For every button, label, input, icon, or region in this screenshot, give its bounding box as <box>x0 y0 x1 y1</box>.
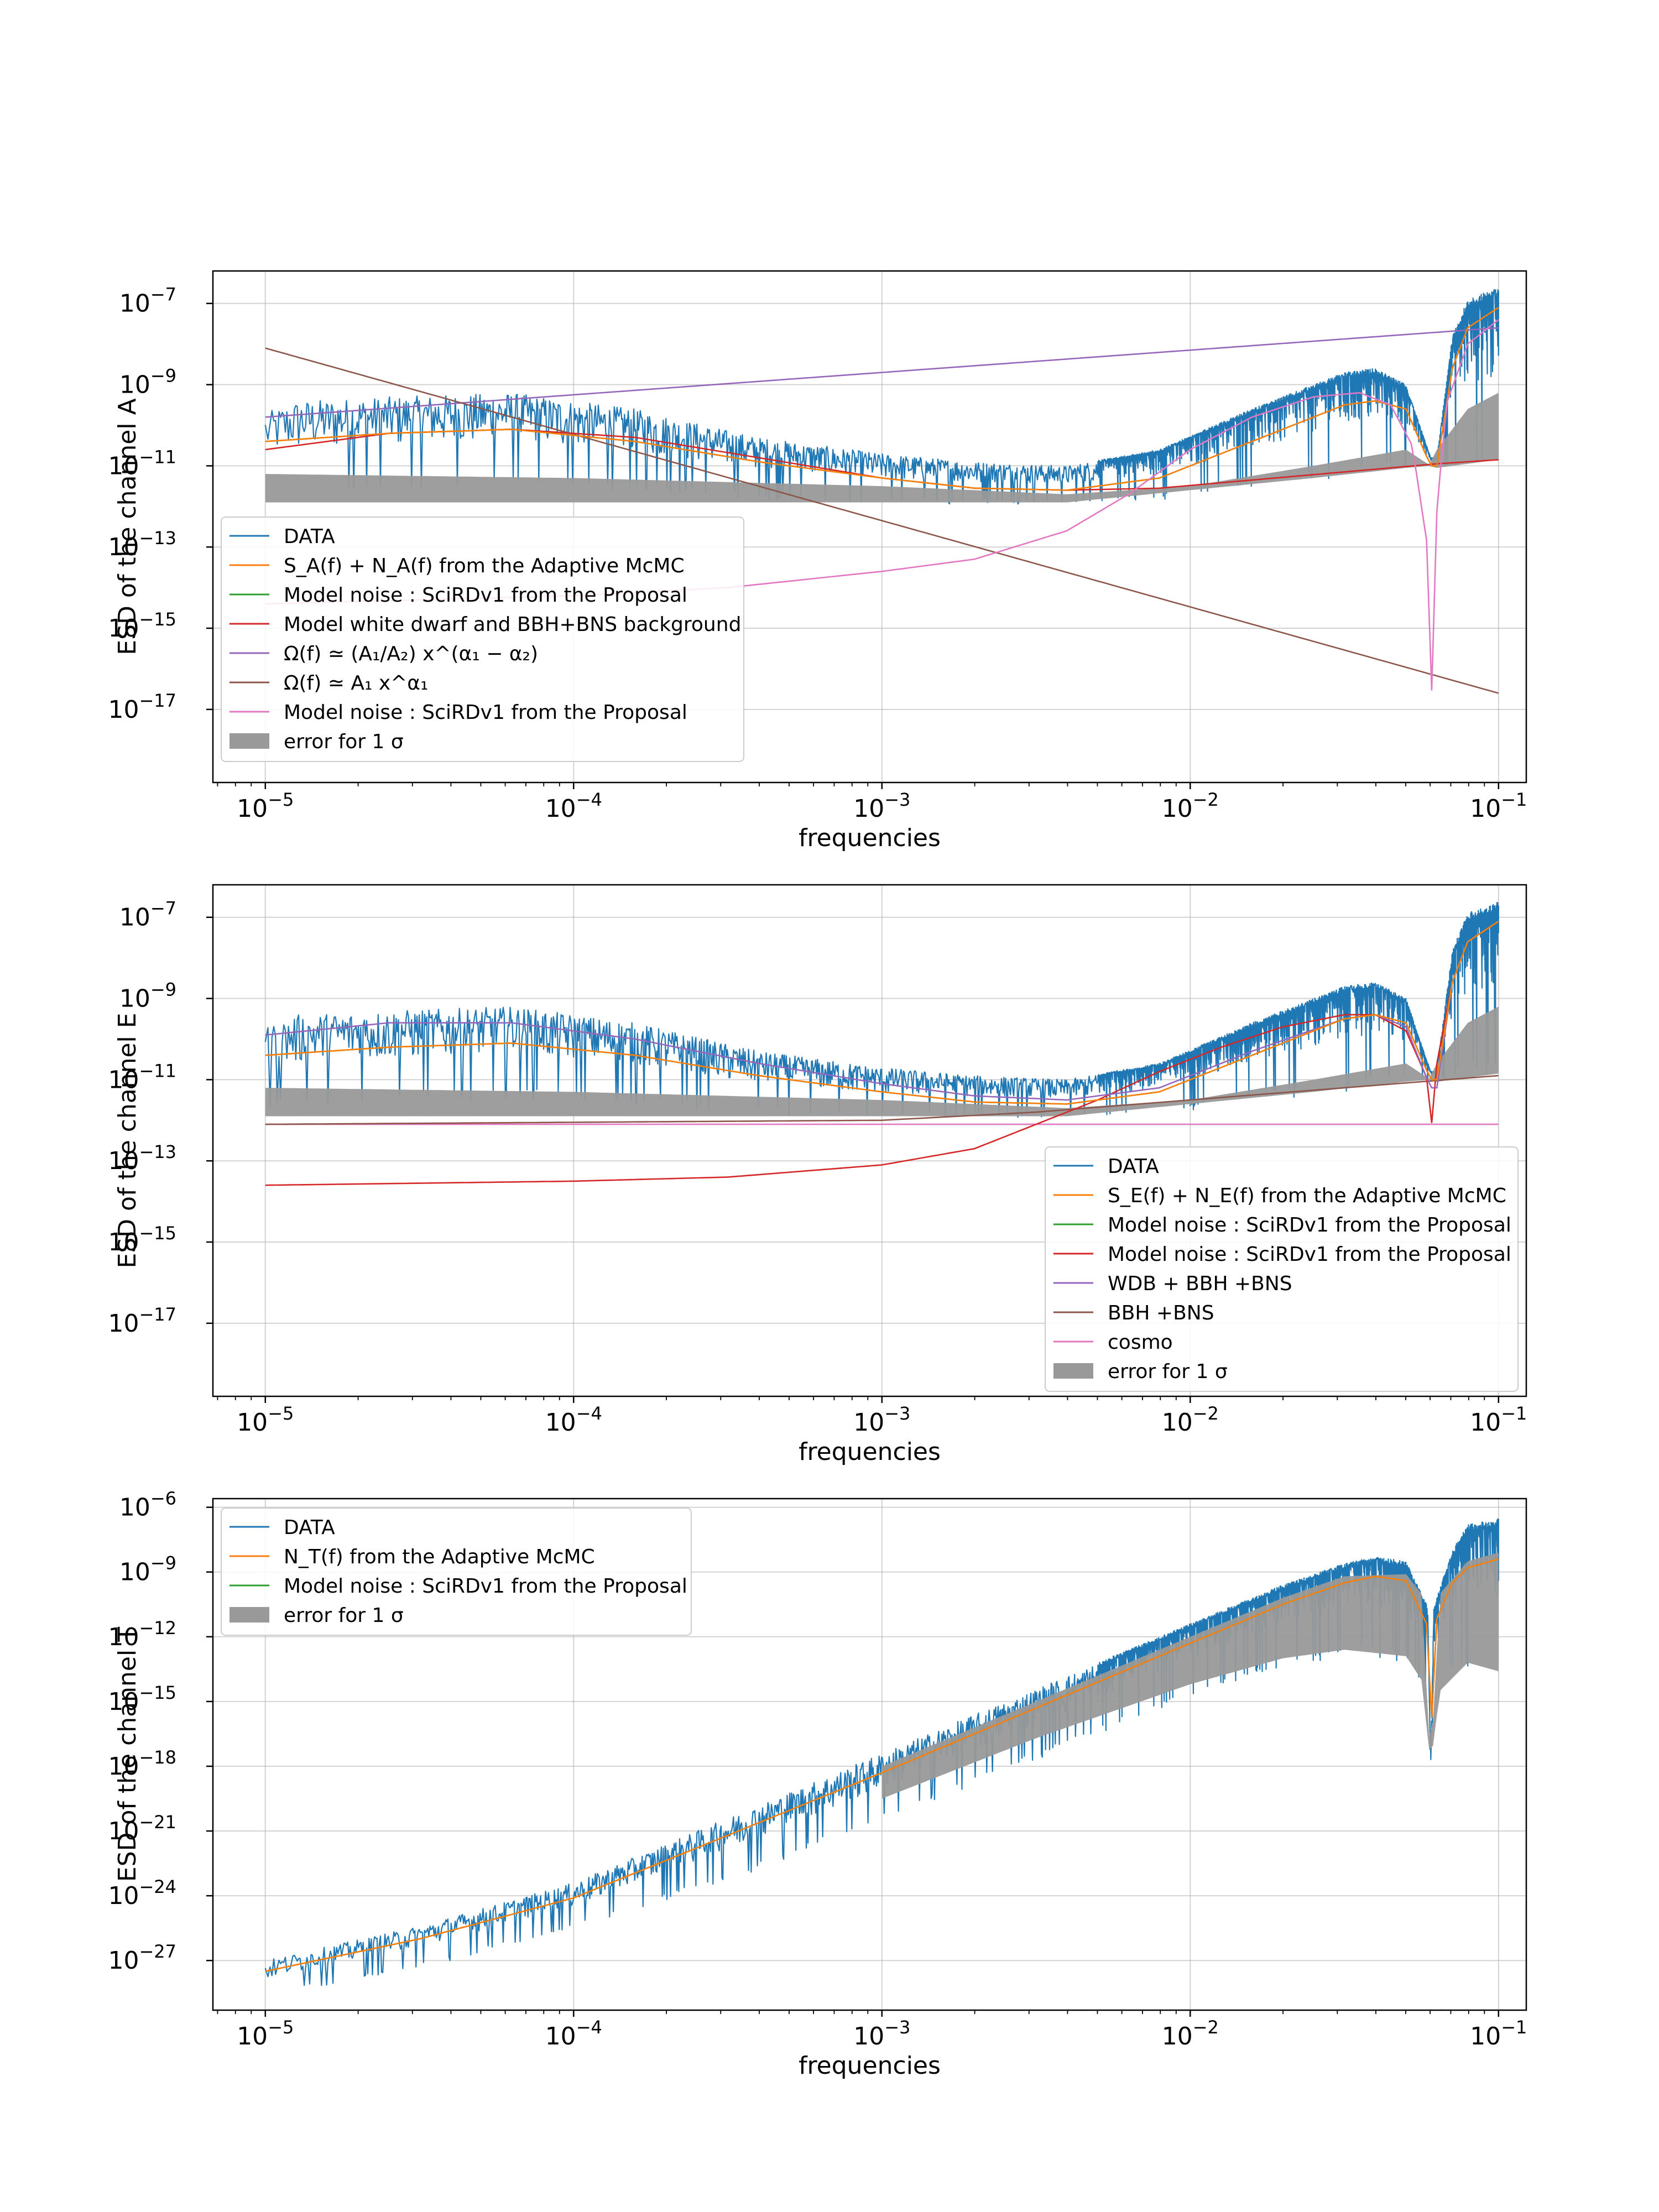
y-tick-label: 10−18 <box>108 1747 176 1781</box>
y-tick-label: 10−15 <box>108 1682 176 1716</box>
legend-box <box>221 1507 692 1636</box>
legend-label: DATA <box>1108 1155 1159 1178</box>
legend-label: BBH +BNS <box>1108 1302 1214 1324</box>
x-axis-label: frequencies <box>799 2052 941 2080</box>
legend-box <box>221 517 744 762</box>
panel-channel-e: 10−5 10−4 10−3 10−2 10−1 10−7 10−9 10−11 10−13 10… <box>108 884 1527 1466</box>
legend-swatch-patch <box>1053 1363 1093 1379</box>
x-tick-label: 10−1 <box>1470 2017 1527 2051</box>
y-tick-label: 10−17 <box>108 1304 176 1338</box>
legend-label: error for 1 σ <box>284 1604 404 1627</box>
error-band <box>881 1552 1499 1799</box>
x-tick-label: 10−2 <box>1162 2017 1219 2051</box>
x-axis-label: frequencies <box>799 1438 941 1466</box>
x-tick-label: 10−4 <box>545 2017 602 2051</box>
x-tick-label: 10−1 <box>1470 1403 1527 1437</box>
y-tick-label: 10−15 <box>108 609 176 643</box>
legend: DATA S_A(f) + N_A(f) from the Adaptive Mc… <box>221 517 744 762</box>
legend-label: error for 1 σ <box>1108 1360 1228 1383</box>
y-tick-label: 10−17 <box>108 690 176 724</box>
legend-label: Ω(f) ≃ A₁ x^α₁ <box>284 672 428 695</box>
axes-frame <box>212 270 1527 784</box>
legend-label: Model white dwarf and BBH+BNS background <box>284 613 741 636</box>
legend-label: Model noise : SciRDv1 from the Proposal <box>284 1575 687 1598</box>
y-tick-label: 10−13 <box>108 1141 176 1175</box>
y-axis-label: ESD of the channel T <box>113 1627 142 1882</box>
y-tick-label: 10−12 <box>108 1618 176 1651</box>
error-band <box>265 1006 1499 1117</box>
y-tick-label: 10−6 <box>119 1488 176 1522</box>
x-tick-label: 10−3 <box>853 789 910 823</box>
series-line-orange <box>265 921 1499 1105</box>
data-series-line <box>264 901 1499 1118</box>
x-tick-label: 10−3 <box>853 1403 910 1437</box>
y-tick-label: 10−21 <box>108 1812 176 1845</box>
legend-label: WDB + BBH +BNS <box>1108 1272 1292 1295</box>
y-tick-label: 10−13 <box>108 528 176 561</box>
y-tick-label: 10−9 <box>119 979 176 1013</box>
legend-label: DATA <box>284 525 335 548</box>
x-tick-label: 10−5 <box>237 1403 294 1437</box>
legend-label: error for 1 σ <box>284 731 404 753</box>
legend-label: S_A(f) + N_A(f) from the Adaptive McMC <box>284 555 685 577</box>
panel-channel-t: 10−5 10−4 10−3 10−2 10−1 10−6 10−9 10−12 10−15 10… <box>108 1488 1527 2080</box>
data-series-line <box>264 289 1499 505</box>
legend-label: Ω(f) ≃ (A₁/A₂) x^(α₁ − α₂) <box>284 643 538 665</box>
y-tick-label: 10−7 <box>119 898 176 932</box>
legend-label: S_E(f) + N_E(f) from the Adaptive McMC <box>1108 1185 1506 1207</box>
x-tick-label: 10−5 <box>237 789 294 823</box>
legend-box <box>1045 1146 1519 1392</box>
legend-label: cosmo <box>1108 1331 1173 1354</box>
series-line-brown <box>265 1074 1499 1125</box>
y-axis-label: ESD of the channel A <box>113 398 142 655</box>
y-tick-label: 10−7 <box>119 284 176 318</box>
panel-channel-a: 10−5 10−4 10−3 10−2 10−1 10−7 10−9 10−11 10−13 10… <box>108 270 1527 852</box>
y-tick-label: 10−11 <box>108 1060 176 1094</box>
legend-label: Model noise : SciRDv1 from the Proposal <box>284 701 687 724</box>
series-line-purple <box>265 327 1499 418</box>
error-band <box>265 393 1499 503</box>
y-tick-label: 10−9 <box>119 366 176 399</box>
y-tick-label: 10−24 <box>108 1876 176 1910</box>
legend-label: Model noise : SciRDv1 from the Proposal <box>284 584 687 607</box>
axes-frame <box>212 1498 1527 2011</box>
plot-content <box>264 289 1499 694</box>
y-tick-label: 10−11 <box>108 446 176 480</box>
series-line-orange <box>265 1558 1499 1972</box>
legend: DATA S_E(f) + N_E(f) from the Adaptive Mc… <box>1045 1146 1519 1392</box>
x-tick-label: 10−3 <box>853 2017 910 2051</box>
plot-content <box>264 1518 1499 1986</box>
plot-content <box>264 901 1499 1186</box>
x-tick-label: 10−4 <box>545 1403 602 1437</box>
x-axis-label: frequencies <box>799 824 941 852</box>
legend-swatch-patch <box>229 1607 269 1623</box>
y-axis-label: ESD of the channel E <box>113 1013 142 1268</box>
x-tick-label: 10−2 <box>1162 1403 1219 1437</box>
x-tick-label: 10−4 <box>545 789 602 823</box>
x-tick-label: 10−2 <box>1162 789 1219 823</box>
legend-swatch-patch <box>229 733 269 749</box>
y-tick-label: 10−15 <box>108 1223 176 1256</box>
legend: DATA N_T(f) from the Adaptive McMC Model n… <box>221 1507 692 1636</box>
legend-label: N_T(f) from the Adaptive McMC <box>284 1546 595 1568</box>
series-line-brown <box>265 347 1499 694</box>
y-tick-label: 10−9 <box>119 1553 176 1587</box>
series-line-orange <box>265 307 1499 491</box>
legend-label: Model noise : SciRDv1 from the Proposal <box>1108 1243 1511 1266</box>
legend-label: Model noise : SciRDv1 from the Proposal <box>1108 1214 1511 1237</box>
series-line-red <box>265 921 1499 1186</box>
series-line-purple <box>265 921 1499 1101</box>
x-tick-label: 10−5 <box>237 2017 294 2051</box>
axes-frame <box>212 884 1527 1397</box>
legend-label: DATA <box>284 1516 335 1539</box>
y-tick-label: 10−27 <box>108 1941 176 1975</box>
x-tick-label: 10−1 <box>1470 789 1527 823</box>
